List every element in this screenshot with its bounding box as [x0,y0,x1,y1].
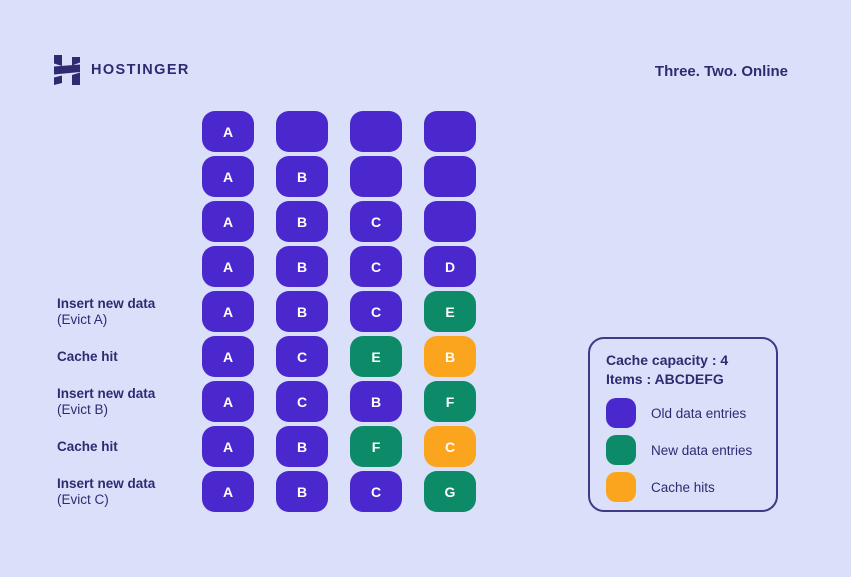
row-label-line: (Evict A) [57,311,108,327]
cache-cell [424,201,476,242]
cache-row: Insert new data (Evict B) A C B F [57,381,476,422]
legend-box: Cache capacity : 4 Items : ABCDEFG Old d… [588,337,778,512]
cache-cell: A [202,336,254,377]
cache-row-cells: A [202,111,476,152]
cache-cell: B [276,246,328,287]
brand-header: HOSTINGER [52,55,190,85]
cache-cell: B [350,381,402,422]
brand-wordmark: HOSTINGER [91,62,190,78]
cache-cell: A [202,471,254,512]
row-label: Insert new data (Evict C) [57,476,202,508]
cache-cell: C [424,426,476,467]
new-swatch-icon [606,435,636,465]
cache-cell: B [276,291,328,332]
hostinger-logo-icon [52,55,82,85]
cache-cell: A [202,201,254,242]
cache-cell: C [350,471,402,512]
row-label-line: Insert new data [57,295,156,311]
legend-title: Cache capacity : 4 Items : ABCDEFG [606,351,764,389]
tagline-text: Three. Two. Online [654,63,788,80]
cache-row: Insert new data (Evict A) A B C E [57,291,476,332]
cache-cell: C [350,291,402,332]
row-label-line: Cache hit [57,348,118,364]
row-label: Cache hit [57,349,202,365]
cache-row: A [57,111,476,152]
cache-cell [350,111,402,152]
cache-cell: B [276,201,328,242]
cache-cell: G [424,471,476,512]
cache-cell: B [276,426,328,467]
cache-cell [276,111,328,152]
hit-swatch-icon [606,472,636,502]
legend-item-label: Old data entries [651,405,747,421]
cache-cell [424,111,476,152]
legend-item-label: Cache hits [651,479,715,495]
cache-cell: D [424,246,476,287]
legend-items-list: Items : ABCDEFG [606,371,724,387]
cache-cell [424,156,476,197]
cache-cell: C [276,336,328,377]
cache-cell: B [276,156,328,197]
cache-cell: F [350,426,402,467]
legend-item: Old data entries [606,398,764,428]
legend-item-label: New data entries [651,442,753,458]
cache-cell: A [202,246,254,287]
cache-row: Cache hit A B F C [57,426,476,467]
cache-cell: B [424,336,476,377]
cache-row: Cache hit A C E B [57,336,476,377]
cache-cell: E [350,336,402,377]
row-label-line: Cache hit [57,438,118,454]
cache-cell [350,156,402,197]
row-label: Cache hit [57,439,202,455]
row-label-line: Insert new data [57,385,156,401]
row-label: Insert new data (Evict A) [57,296,202,328]
cache-cell: A [202,291,254,332]
row-label-line: Insert new data [57,475,156,491]
cache-cell: C [276,381,328,422]
cache-row: Insert new data (Evict C) A B C G [57,471,476,512]
cache-cell: A [202,426,254,467]
cache-cell: C [350,201,402,242]
cache-cell: A [202,156,254,197]
cache-cell: C [350,246,402,287]
cache-grid: A A B A B C A B C D Insert new data (Evict A) A B C E Ca… [57,111,476,516]
legend-item: New data entries [606,435,764,465]
legend-cache-capacity: Cache capacity : 4 [606,352,729,368]
row-label: Insert new data (Evict B) [57,386,202,418]
row-label-line: (Evict B) [57,401,109,417]
row-label-line: (Evict C) [57,491,109,507]
legend-items: Old data entries New data entries Cache hi… [606,398,764,502]
cache-cell: E [424,291,476,332]
legend-item: Cache hits [606,472,764,502]
cache-cell: A [202,111,254,152]
cache-cell: F [424,381,476,422]
old-swatch-icon [606,398,636,428]
cache-cell: A [202,381,254,422]
cache-cell: B [276,471,328,512]
